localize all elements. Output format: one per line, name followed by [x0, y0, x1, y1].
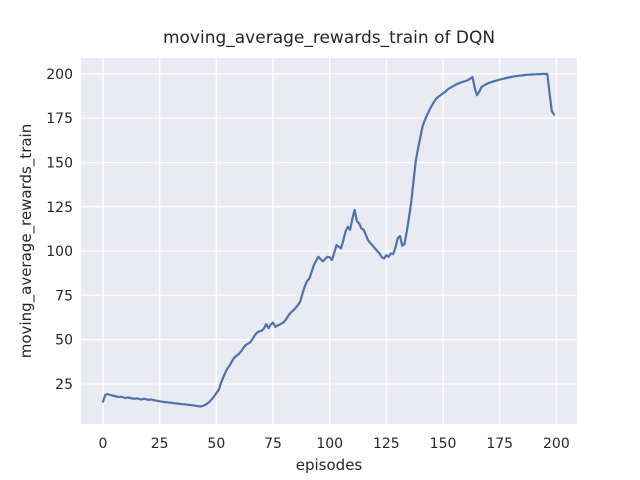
y-axis-label: moving_average_rewards_train	[17, 123, 35, 359]
y-tick-label: 125	[46, 200, 73, 216]
y-tick-label: 200	[46, 67, 73, 83]
y-tick-label: 150	[46, 156, 73, 172]
reward-line	[101, 72, 556, 408]
x-axis-label: episodes	[295, 456, 363, 474]
x-tick-label: 50	[207, 436, 225, 452]
y-tick-label: 50	[55, 333, 73, 349]
x-tick-label: 100	[316, 436, 343, 452]
y-tick-label: 100	[46, 244, 73, 260]
plot-area	[81, 58, 577, 424]
y-tick-label: 175	[46, 111, 73, 127]
x-tick-label: 150	[430, 436, 457, 452]
x-tick-label: 175	[486, 436, 513, 452]
x-tick-label: 125	[373, 436, 400, 452]
y-tick-label: 25	[55, 377, 73, 393]
y-tick-label: 75	[55, 288, 73, 304]
x-tick-label: 0	[99, 436, 108, 452]
x-tick-label: 200	[543, 436, 570, 452]
x-tick-label: 25	[151, 436, 169, 452]
chart-title: moving_average_rewards_train of DQN	[162, 28, 496, 48]
x-tick-label: 75	[264, 436, 282, 452]
